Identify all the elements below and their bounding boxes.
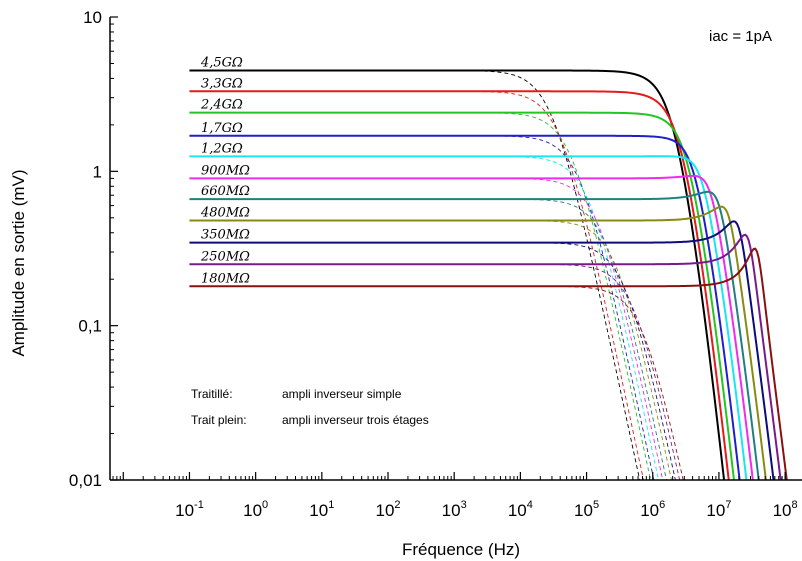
iac-annotation: iac = 1pA — [709, 28, 772, 45]
x-tick-label: 105 — [574, 499, 599, 520]
x-tick-label: 106 — [640, 499, 665, 520]
series-labels: 4,5GΩ 3,3GΩ 2,4GΩ 1,7GΩ 1,2GΩ 900MΩ 660MΩ 480MΩ… — [200, 56, 250, 287]
series-label: 180MΩ — [201, 271, 250, 286]
series-label: 480MΩ — [200, 206, 250, 221]
series-solid-line — [189, 190, 760, 480]
y-tick-label: 0,01 — [69, 471, 102, 490]
x-tick-label: 103 — [442, 499, 467, 520]
series-solid-line — [189, 247, 788, 480]
axes: 0,01 0,1 1 10 10-1 100 101 102 103 104 105 106 107 10… — [69, 8, 802, 520]
series-label: 350MΩ — [201, 228, 250, 243]
legend-solid-key: Trait plein: — [191, 413, 247, 427]
x-axis-title: Fréquence (Hz) — [402, 540, 520, 559]
x-tick-label: 102 — [375, 499, 400, 520]
series-solid-line — [189, 111, 735, 480]
series-label: 660MΩ — [201, 184, 250, 199]
y-tick-label: 1 — [93, 162, 102, 181]
series-dashed-line — [189, 112, 652, 480]
y-tick-label: 0,1 — [78, 317, 102, 336]
series-label: 1,7GΩ — [201, 121, 243, 136]
series-solid-line — [189, 134, 741, 480]
x-tick-label: 101 — [309, 499, 334, 520]
series-solid-line — [189, 155, 748, 480]
x-tick-label: 100 — [243, 499, 268, 520]
series-label: 250MΩ — [200, 249, 250, 264]
series-label: 2,4GΩ — [200, 98, 243, 113]
x-tick-label: 10-1 — [175, 499, 204, 520]
series-label: 900MΩ — [201, 163, 250, 178]
series-solid-line — [189, 205, 767, 480]
y-tick-label: 10 — [83, 8, 102, 27]
series-layer — [189, 69, 788, 480]
x-tick-label: 108 — [773, 499, 798, 520]
x-tick-label: 104 — [508, 499, 533, 520]
legend-dashed-key: Traitillé: — [191, 387, 233, 401]
series-solid-line — [189, 233, 782, 480]
series-label: 3,3GΩ — [201, 76, 243, 91]
x-tick-label: 107 — [706, 499, 731, 520]
legend-solid-text: ampli inverseur trois étages — [282, 413, 429, 427]
series-label: 4,5GΩ — [200, 56, 243, 71]
series-solid-line — [189, 174, 754, 480]
y-axis-title: Amplitude en sortie (mV) — [9, 169, 28, 356]
series-dashed-line — [189, 70, 641, 480]
series-solid-line — [189, 220, 775, 480]
series-label: 1,2GΩ — [201, 141, 243, 156]
series-solid-line — [189, 69, 726, 480]
series-solid-line — [189, 90, 730, 480]
legend-dashed-text: ampli inverseur simple — [282, 387, 402, 401]
